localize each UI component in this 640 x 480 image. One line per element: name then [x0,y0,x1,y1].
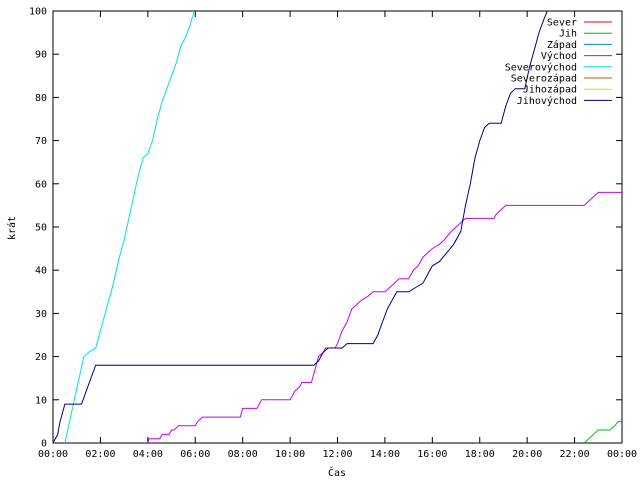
x-tick-label: 18:00 [465,449,495,460]
legend-entry-label: Západ [547,39,577,51]
x-tick-label: 14:00 [370,449,400,460]
x-tick-label: 06:00 [180,449,210,460]
x-tick-label: 22:00 [560,449,590,460]
x-tick-label: 20:00 [512,449,542,460]
legend-entry-label: Jihozápad [523,84,577,96]
x-tick-label: 12:00 [322,449,352,460]
y-tick-label: 40 [35,266,47,277]
x-tick-label: 00:00 [38,449,68,460]
x-axis: 00:00 02:00 04:00 06:00 08:00 10:00 12:00 14:00… [38,11,637,460]
series-line-východ [147,191,622,443]
y-tick-label: 30 [35,309,47,320]
x-tick-label: 16:00 [417,449,447,460]
y-tick-label: 20 [35,352,47,363]
y-axis: 0 10 20 30 40 50 60 70 80 90 100 [29,7,622,450]
legend-entry-label: Severozápad [511,73,577,85]
legend-entry-label: Východ [541,50,577,62]
legend-entry-label: Severovýchod [505,61,577,73]
series-lines [53,11,622,443]
legend-entry-label: Jihovýchod [517,95,577,107]
x-tick-label: 10:00 [275,449,305,460]
y-tick-label: 60 [35,179,47,190]
legend: SeverJihZápadVýchodSeverovýchodSeverozáp… [505,18,612,107]
x-axis-label: Čas [328,466,346,479]
series-line-jih [583,420,622,443]
y-axis-label: krát [6,216,18,240]
series-line-severovýchod [64,11,195,443]
y-tick-label: 70 [35,136,47,147]
legend-entry-label: Jih [559,29,577,40]
y-tick-label: 10 [35,395,47,406]
y-tick-label: 80 [35,93,47,104]
x-tick-label: 00:00 [607,449,637,460]
legend-entry-label: Sever [547,18,577,29]
x-tick-label: 08:00 [228,449,258,460]
x-tick-label: 02:00 [85,449,115,460]
y-tick-label: 0 [41,439,47,450]
series-line-jihovýchod [53,11,548,443]
y-tick-label: 50 [35,223,47,234]
x-tick-label: 04:00 [133,449,163,460]
y-tick-label: 100 [29,7,47,18]
y-tick-label: 90 [35,50,47,61]
